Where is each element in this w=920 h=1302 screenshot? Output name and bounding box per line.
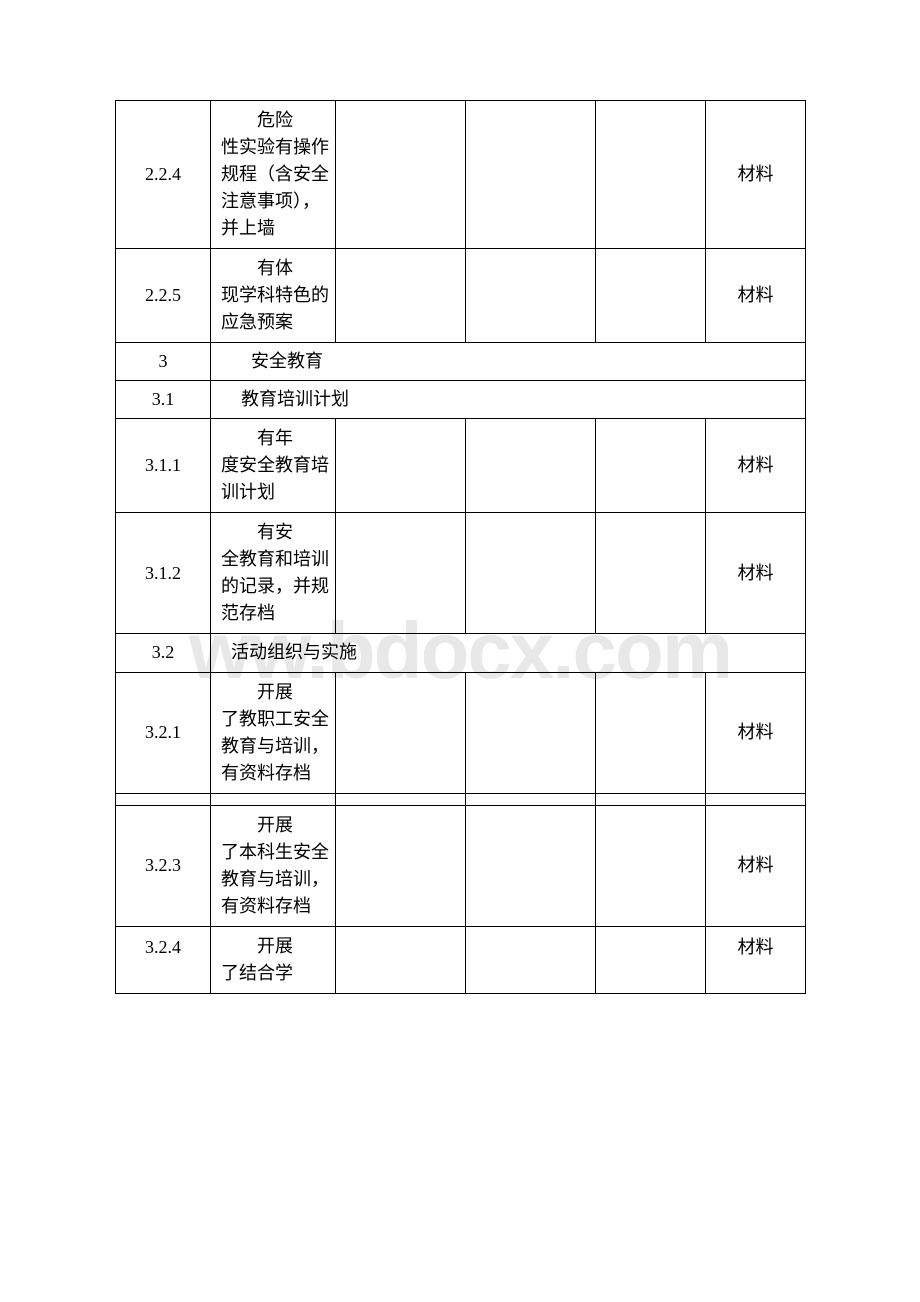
table-row: 3.1.1 有年度安全教育培训计划 材料	[116, 419, 806, 513]
subsection-id: 3.2	[116, 634, 211, 672]
row-empty	[596, 419, 706, 513]
row-empty	[466, 249, 596, 343]
row-empty	[466, 805, 596, 926]
table-row: 2.2.4 危险性实验有操作规程（含安全注意事项），并上墙 材料	[116, 101, 806, 249]
row-id: 2.2.4	[116, 101, 211, 249]
row-empty	[466, 793, 596, 805]
row-empty	[706, 793, 806, 805]
row-empty	[336, 513, 466, 634]
row-empty	[116, 793, 211, 805]
row-id: 3.1.2	[116, 513, 211, 634]
table-row: 3.2.4 开展了结合学 材料	[116, 926, 806, 993]
row-id: 3.2.3	[116, 805, 211, 926]
row-note: 材料	[706, 419, 806, 513]
row-desc: 危险性实验有操作规程（含安全注意事项），并上墙	[211, 101, 336, 249]
row-empty	[336, 793, 466, 805]
row-empty	[596, 513, 706, 634]
subsection-title: 活动组织与实施	[211, 634, 806, 672]
subsection-row: 3.2 活动组织与实施	[116, 634, 806, 672]
row-id: 3.1.1	[116, 419, 211, 513]
row-empty	[336, 805, 466, 926]
row-desc: 开展了教职工安全教育与培训，有资料存档	[211, 672, 336, 793]
section-title: 安全教育	[211, 343, 806, 381]
row-empty	[596, 101, 706, 249]
row-empty	[466, 672, 596, 793]
row-note: 材料	[706, 672, 806, 793]
row-note: 材料	[706, 101, 806, 249]
row-empty	[596, 249, 706, 343]
row-empty	[596, 805, 706, 926]
subsection-row: 3.1 教育培训计划	[116, 381, 806, 419]
table-container: 2.2.4 危险性实验有操作规程（含安全注意事项），并上墙 材料 2.2.5 有…	[115, 100, 805, 994]
row-empty	[336, 672, 466, 793]
section-id: 3	[116, 343, 211, 381]
row-empty	[596, 926, 706, 993]
row-desc: 开展了结合学	[211, 926, 336, 993]
row-empty	[466, 513, 596, 634]
table-row: 2.2.5 有体现学科特色的应急预案 材料	[116, 249, 806, 343]
subsection-title: 教育培训计划	[211, 381, 806, 419]
row-id: 3.2.1	[116, 672, 211, 793]
row-empty	[336, 926, 466, 993]
row-note: 材料	[706, 805, 806, 926]
row-note: 材料	[706, 926, 806, 993]
row-empty	[466, 926, 596, 993]
row-empty	[336, 419, 466, 513]
row-id: 3.2.4	[116, 926, 211, 993]
row-empty	[336, 101, 466, 249]
table-row: 3.2.3 开展了本科生安全教育与培训，有资料存档 材料	[116, 805, 806, 926]
row-empty	[211, 793, 336, 805]
row-desc: 开展了本科生安全教育与培训，有资料存档	[211, 805, 336, 926]
table-row: 3.2.1 开展了教职工安全教育与培训，有资料存档 材料	[116, 672, 806, 793]
row-empty	[336, 249, 466, 343]
row-desc: 有体现学科特色的应急预案	[211, 249, 336, 343]
row-note: 材料	[706, 249, 806, 343]
table-row: 3.1.2 有安全教育和培训的记录，并规范存档 材料	[116, 513, 806, 634]
row-desc: 有安全教育和培训的记录，并规范存档	[211, 513, 336, 634]
row-empty	[466, 101, 596, 249]
row-empty	[596, 672, 706, 793]
row-note: 材料	[706, 513, 806, 634]
row-empty	[466, 419, 596, 513]
section-row: 3 安全教育	[116, 343, 806, 381]
subsection-id: 3.1	[116, 381, 211, 419]
row-id: 2.2.5	[116, 249, 211, 343]
empty-row	[116, 793, 806, 805]
row-desc: 有年度安全教育培训计划	[211, 419, 336, 513]
safety-table: 2.2.4 危险性实验有操作规程（含安全注意事项），并上墙 材料 2.2.5 有…	[115, 100, 806, 994]
row-empty	[596, 793, 706, 805]
